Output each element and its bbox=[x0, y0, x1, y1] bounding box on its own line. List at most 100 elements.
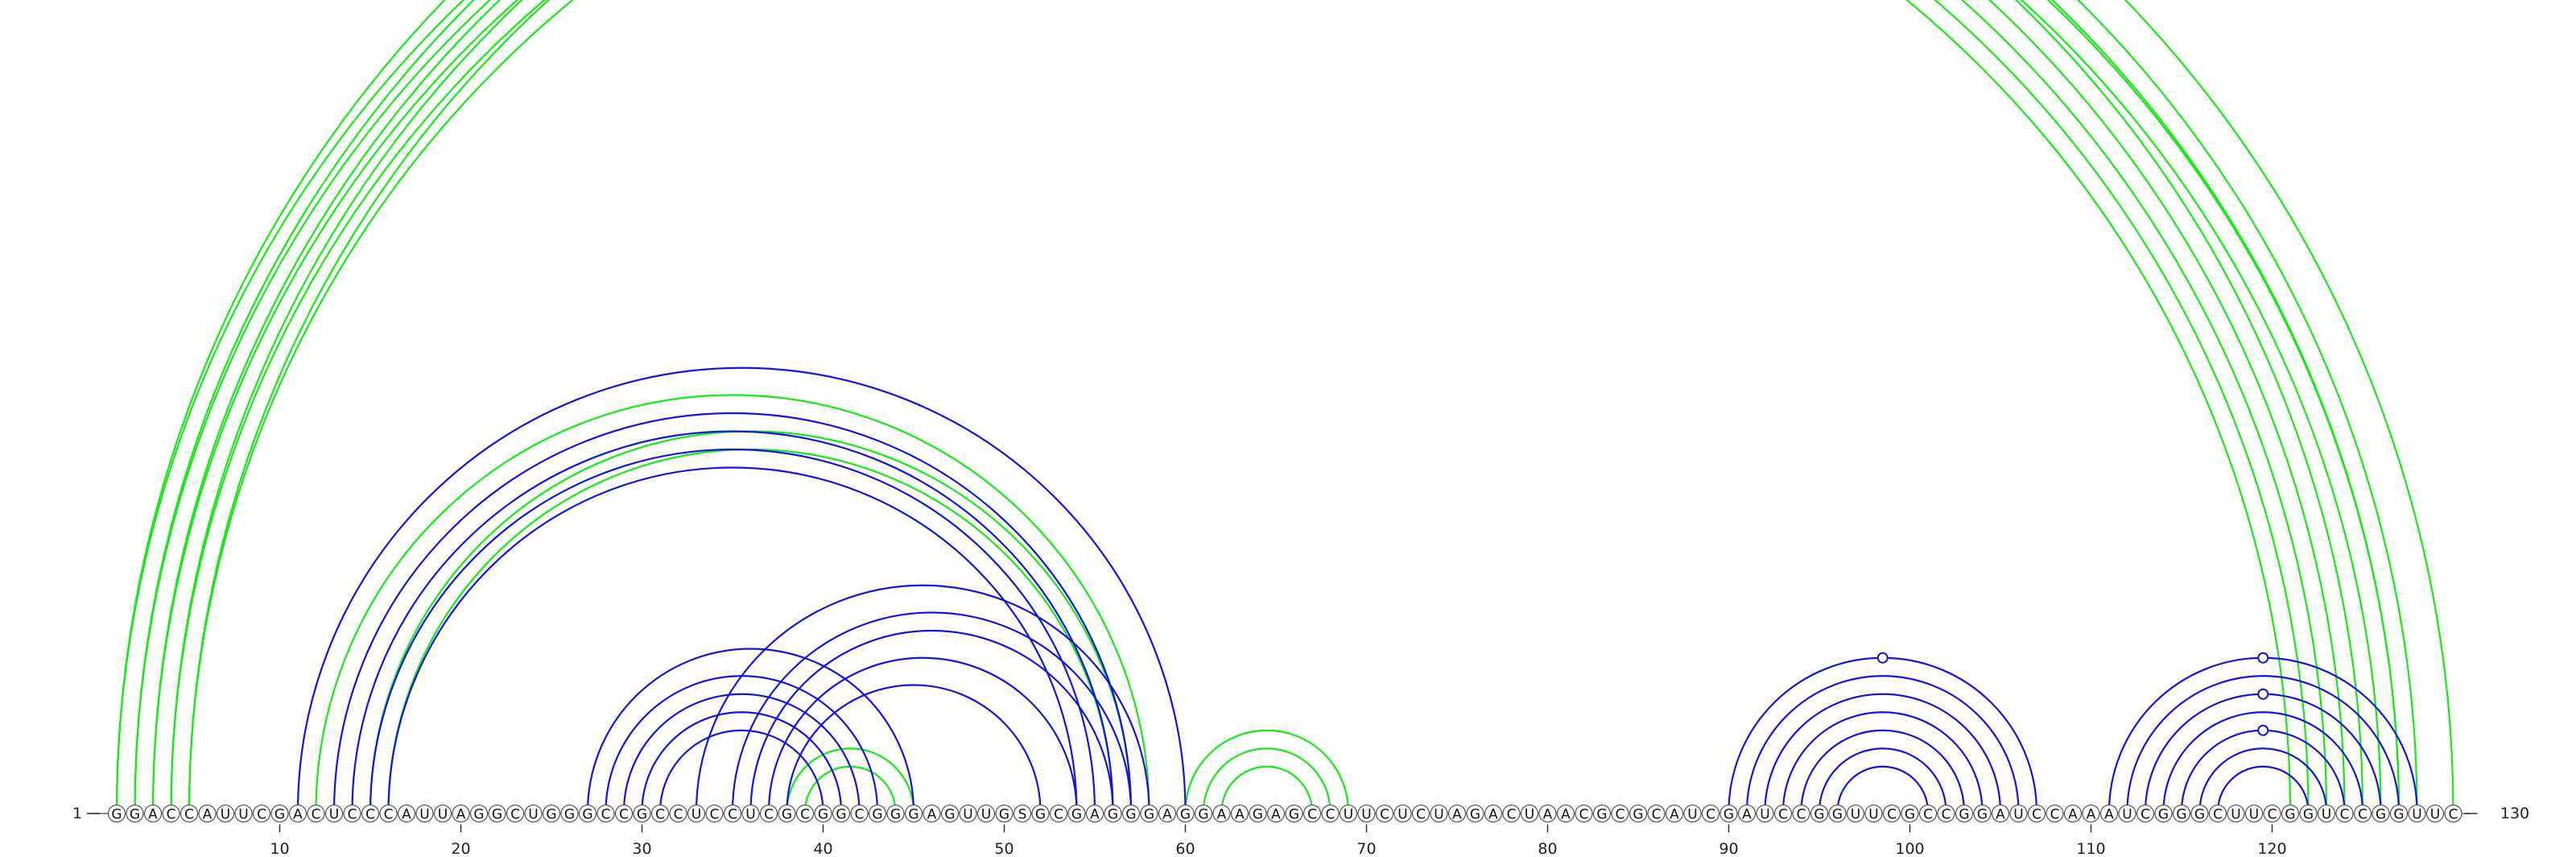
nucleotide-circle bbox=[107, 804, 126, 823]
tick-label: 110 bbox=[2076, 840, 2105, 857]
nucleotide-circle bbox=[1991, 804, 2010, 823]
nucleotide-letter: C bbox=[1307, 807, 1317, 823]
nucleotide-letter: U bbox=[1851, 807, 1860, 823]
nucleotide: C bbox=[361, 804, 380, 823]
blue-pair-arc bbox=[387, 466, 1078, 813]
nucleotide-circle bbox=[1339, 804, 1358, 823]
nucleotide-letter: U bbox=[691, 807, 701, 823]
nucleotide-circle bbox=[506, 804, 525, 823]
nucleotide-circle bbox=[343, 804, 361, 823]
nucleotide: A bbox=[1538, 804, 1557, 823]
nucleotide-letter: C bbox=[619, 807, 629, 823]
nucleotide-circle bbox=[1375, 804, 1394, 823]
nucleotide-letter: U bbox=[438, 807, 448, 823]
nucleotide-letter: G bbox=[275, 807, 285, 823]
nucleotide-letter: C bbox=[1942, 807, 1951, 823]
nucleotide-letter: G bbox=[1905, 807, 1915, 823]
nucleotide: G bbox=[542, 804, 561, 823]
nucleotide: S bbox=[1013, 804, 1032, 823]
nucleotide: G bbox=[814, 804, 832, 823]
nucleotide-circle bbox=[1773, 804, 1793, 823]
nucleotide: C bbox=[705, 804, 724, 823]
nucleotide-letter: S bbox=[1018, 807, 1027, 823]
nucleotide-letter: C bbox=[1326, 807, 1335, 823]
nucleotide: U bbox=[741, 804, 760, 823]
nucleotide-circle bbox=[2444, 804, 2462, 823]
nucleotide-circle bbox=[1212, 804, 1231, 823]
nucleotide-letter: A bbox=[1452, 807, 1462, 823]
nucleotide: C bbox=[180, 804, 199, 823]
nucleotide: C bbox=[1882, 804, 1901, 823]
green-pair-arc bbox=[803, 765, 897, 813]
nucleotide-letter: G bbox=[1180, 807, 1191, 823]
blue-pair-arc bbox=[767, 656, 1078, 813]
nucleotide: G bbox=[1810, 804, 1829, 823]
nucleotide-letter: U bbox=[2430, 807, 2440, 823]
nucleotide-circle bbox=[940, 804, 960, 823]
nucleotide-letter: G bbox=[1470, 807, 1480, 823]
nucleotide: C bbox=[759, 804, 778, 823]
nucleotide-letter: C bbox=[2340, 807, 2350, 823]
nucleotide: C bbox=[2027, 804, 2046, 823]
nucleotide: U bbox=[2244, 804, 2264, 823]
nucleotide: A bbox=[1991, 804, 2010, 823]
nucleotide-letter: A bbox=[1162, 807, 1172, 823]
nucleotide: A bbox=[1212, 804, 1231, 823]
nucleotide-letter: G bbox=[818, 807, 828, 823]
nucleotide-letter: G bbox=[130, 807, 140, 823]
green-pair-arc bbox=[151, 0, 2328, 813]
nucleotide-letter: U bbox=[1868, 807, 1878, 823]
nucleotide: G bbox=[1901, 804, 1919, 823]
nucleotide: C bbox=[1575, 804, 1593, 823]
nucleotide: G bbox=[1104, 804, 1122, 823]
nucleotide-letter: C bbox=[1416, 807, 1426, 823]
nucleotide-circle bbox=[1701, 804, 1720, 823]
blue-pair-arc bbox=[2126, 675, 2401, 813]
nucleotide: C bbox=[723, 804, 742, 823]
nucleotide: G bbox=[1466, 804, 1484, 823]
green-pair-arc bbox=[134, 0, 2346, 813]
nucleotide-circle bbox=[1266, 804, 1286, 823]
nucleotide: G bbox=[1140, 804, 1158, 823]
nucleotide: U bbox=[1864, 804, 1883, 823]
nucleotide-circle bbox=[2009, 804, 2028, 823]
nucleotide: C bbox=[597, 804, 615, 823]
nucleotide-letter: A bbox=[1271, 807, 1281, 823]
nucleotide-circle bbox=[759, 804, 778, 823]
nucleotide-letter: G bbox=[1035, 807, 1046, 823]
start-index-label: 1 bbox=[72, 805, 82, 822]
nucleotide: G bbox=[469, 804, 489, 823]
blue-pair-arc bbox=[1781, 711, 1984, 813]
nucleotide-circle bbox=[2408, 804, 2426, 823]
nucleotide-circle bbox=[795, 804, 815, 823]
tick-label: 100 bbox=[1895, 840, 1924, 857]
tick-layer: 10 20 30 40 50 60 70 80 90 100 110 120 bbox=[87, 813, 2478, 857]
nucleotide: C bbox=[506, 804, 525, 823]
nucleotide-letter: C bbox=[1778, 807, 1788, 823]
blue-pair-arc bbox=[369, 448, 1096, 813]
nucleotide-circle bbox=[2227, 804, 2245, 823]
blue-pair-arc bbox=[351, 430, 1114, 813]
nucleotide: G bbox=[1955, 804, 1974, 823]
tick-label: 10 bbox=[270, 840, 289, 857]
nucleotide-circle bbox=[1846, 804, 1865, 823]
nucleotide: U bbox=[687, 804, 706, 823]
nucleotide: G bbox=[2372, 804, 2390, 823]
nucleotide: G bbox=[940, 804, 960, 823]
nucleotide: G bbox=[2172, 804, 2191, 823]
nucleotide-circle bbox=[2118, 804, 2136, 823]
green-pair-arc bbox=[188, 0, 2382, 813]
nucleotide: G bbox=[1194, 804, 1213, 823]
nucleotide: G bbox=[904, 804, 923, 823]
nucleotide-circle bbox=[2046, 804, 2064, 823]
nucleotide-letter: C bbox=[348, 807, 357, 823]
nucleotide-letter: U bbox=[221, 807, 230, 823]
nucleotide-letter: C bbox=[855, 807, 865, 823]
nucleotide: A bbox=[397, 804, 416, 823]
nucleotide: G bbox=[778, 804, 796, 823]
nucleotide-letter: U bbox=[419, 807, 429, 823]
nucleotide-circle bbox=[1611, 804, 1629, 823]
nucleotide-circle bbox=[252, 804, 271, 823]
nucleotide-circle bbox=[126, 804, 144, 823]
nucleotide-circle bbox=[2063, 804, 2083, 823]
